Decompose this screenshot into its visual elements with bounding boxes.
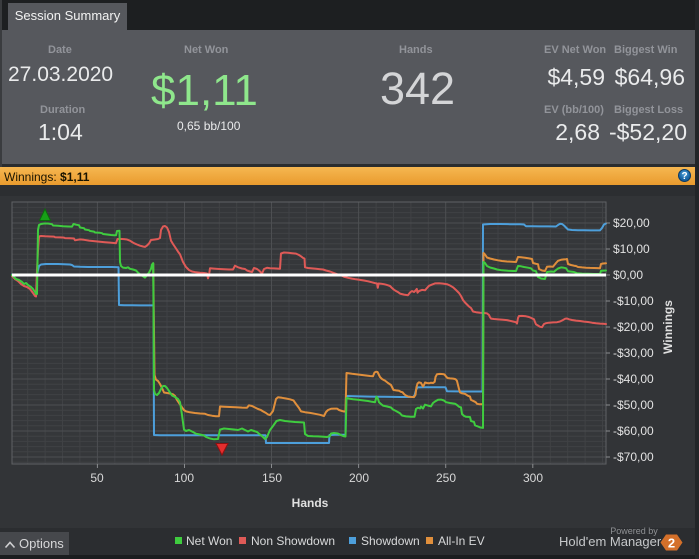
svg-text:-$20,00: -$20,00	[613, 320, 654, 334]
svg-text:Hands: Hands	[292, 496, 329, 510]
svg-text:Winnings: Winnings	[661, 300, 675, 354]
svg-text:-$50,00: -$50,00	[613, 398, 654, 412]
svg-text:150: 150	[262, 471, 282, 485]
svg-text:100: 100	[174, 471, 194, 485]
svg-text:$0,00: $0,00	[613, 268, 643, 282]
svg-text:-$30,00: -$30,00	[613, 346, 654, 360]
svg-text:-$40,00: -$40,00	[613, 372, 654, 386]
svg-text:50: 50	[90, 471, 104, 485]
svg-text:-$60,00: -$60,00	[613, 424, 654, 438]
svg-text:300: 300	[523, 471, 543, 485]
svg-text:-$10,00: -$10,00	[613, 294, 654, 308]
svg-text:$20,00: $20,00	[613, 216, 650, 230]
svg-text:2: 2	[668, 536, 675, 551]
svg-text:-$70,00: -$70,00	[613, 450, 654, 464]
svg-text:200: 200	[349, 471, 369, 485]
svg-text:$10,00: $10,00	[613, 242, 650, 256]
svg-text:250: 250	[436, 471, 456, 485]
